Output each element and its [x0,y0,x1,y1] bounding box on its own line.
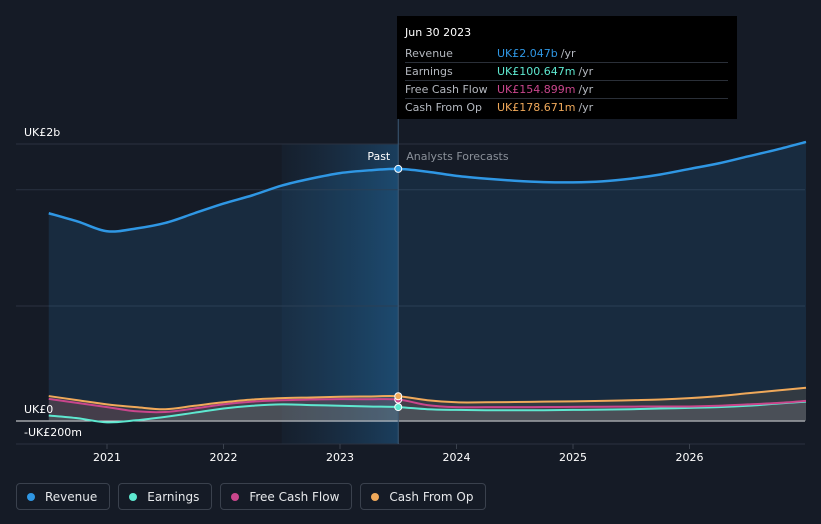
tooltip-row-cash-from-op: Cash From Op UK£178.671m /yr [405,99,728,116]
legend-item-cash-from-op[interactable]: Cash From Op [360,483,487,510]
x-axis-ticks: 2021 2022 2023 2024 2025 2026 [93,444,704,464]
tooltip-date: Jun 30 2023 [405,26,472,39]
tooltip-label: Cash From Op [405,101,483,114]
forecast-label: Analysts Forecasts [406,150,509,163]
gridlines [16,143,805,445]
series-areas [48,141,806,423]
hover-markers [394,164,403,412]
past-label: Past [367,150,391,163]
legend-label: Revenue [45,489,98,504]
tooltip-value: UK£100.647m [497,65,576,78]
legend-item-free-cash-flow[interactable]: Free Cash Flow [220,483,353,510]
tooltip-value: UK£178.671m [497,101,576,114]
tooltip-unit: /yr [578,101,594,114]
tooltip-unit: /yr [578,65,594,78]
tooltip-unit: /yr [578,83,594,96]
series-lines [48,140,807,424]
x-tick-label: 2025 [559,451,587,464]
area-revenue [48,141,806,422]
legend-label: Cash From Op [389,489,474,504]
legend-dot-icon [129,492,138,501]
area-earnings [48,401,806,423]
y-label-top: UK£2b [24,126,60,139]
tooltip-unit: /yr [560,47,576,60]
y-label-zero: UK£0 [24,403,53,416]
legend-dot-icon [27,492,35,501]
legend-item-earnings[interactable]: Earnings [118,483,213,510]
line-cash-from-op [48,386,807,411]
line-free-cash-flow [48,397,807,414]
legend-label: Earnings [147,489,200,504]
tooltip-label: Free Cash Flow [405,83,488,96]
x-tick-label: 2024 [443,451,471,464]
legend-dot-icon [231,492,240,501]
tooltip-row-earnings: Earnings UK£100.647m /yr [405,63,728,81]
tooltip-row-revenue: Revenue UK£2.047b /yr [405,45,728,63]
x-tick-label: 2021 [93,451,121,464]
tooltip-value: UK£154.899m [497,83,576,96]
line-earnings [48,400,807,424]
past-region [281,144,399,444]
marker-earnings [394,403,403,412]
legend: Revenue Earnings Free Cash Flow Cash Fro… [16,483,487,510]
line-revenue [48,140,807,233]
tooltip-row-free-cash-flow: Free Cash Flow UK£154.899m /yr [405,81,728,99]
marker-revenue [394,164,403,173]
x-tick-label: 2026 [676,451,704,464]
legend-item-revenue[interactable]: Revenue [16,483,111,510]
x-tick-label: 2022 [210,451,238,464]
marker-cash-from-op [394,392,403,401]
legend-dot-icon [371,492,380,501]
legend-label: Free Cash Flow [249,489,340,504]
tooltip-value: UK£2.047b [497,47,558,60]
y-label-bottom: -UK£200m [24,426,82,439]
tooltip-label: Revenue [405,47,453,60]
tooltip-label: Earnings [405,65,453,78]
x-tick-label: 2023 [326,451,354,464]
tooltip: Jun 30 2023 Revenue UK£2.047b /yr Earnin… [397,16,737,119]
